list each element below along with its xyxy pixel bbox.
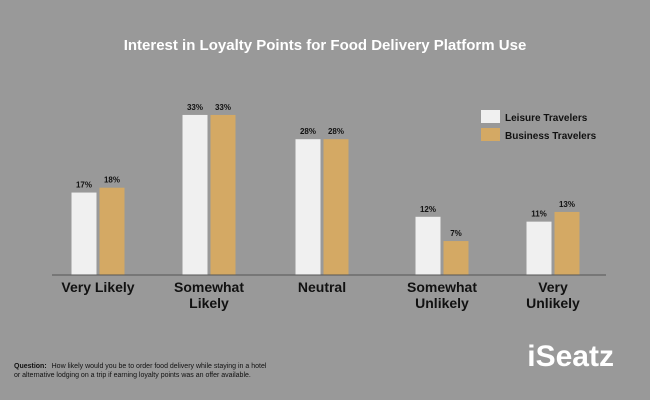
legend: Leisure Travelers Business Travelers [481, 110, 597, 142]
footnote-line-2: or alternative lodging on a trip if earn… [14, 372, 251, 379]
category-label-neutral: Neutral [298, 279, 346, 295]
legend-swatch-leisure [481, 110, 500, 123]
bar-leisure-travelers-somewhat-unlikely [415, 216, 441, 275]
bar-business-travelers-somewhat-unlikely [443, 241, 469, 275]
legend-swatch-business [481, 128, 500, 141]
data-label-leisure-travelers-very-unlikely: 11% [531, 210, 547, 219]
category-label-somewhat-likely-line-1: Somewhat [174, 279, 244, 295]
data-label-leisure-travelers-very-likely: 17% [76, 181, 92, 190]
iseatz-logo: iSeatz [527, 340, 614, 373]
footnote-line-1: How likely would you be to order food de… [52, 363, 267, 370]
data-label-business-travelers-somewhat-unlikely: 7% [450, 229, 462, 238]
bar-business-travelers-very-likely [99, 187, 125, 275]
data-label-business-travelers-neutral: 28% [328, 127, 344, 136]
bar-leisure-travelers-neutral [295, 139, 321, 275]
data-label-business-travelers-very-unlikely: 13% [559, 200, 575, 209]
bar-business-travelers-neutral [323, 139, 349, 275]
category-label-very-unlikely-line-2: Unlikely [526, 295, 580, 311]
data-label-business-travelers-very-likely: 18% [104, 176, 120, 185]
bar-leisure-travelers-very-unlikely [526, 221, 552, 275]
data-label-leisure-travelers-somewhat-unlikely: 12% [420, 205, 436, 214]
bars-group [71, 114, 580, 275]
bar-leisure-travelers-somewhat-likely [182, 114, 208, 275]
category-label-somewhat-unlikely-line-2: Unlikely [415, 295, 469, 311]
bar-business-travelers-somewhat-likely [210, 114, 236, 275]
category-label-somewhat-likely-line-2: Likely [189, 295, 229, 311]
legend-label-leisure: Leisure Travelers [505, 113, 588, 124]
data-labels-group: 17% 18% 33% 33% 28% 28% 12% 7% 11% 13% [76, 103, 575, 238]
bar-business-travelers-very-unlikely [554, 211, 580, 275]
data-label-business-travelers-somewhat-likely: 33% [215, 103, 231, 112]
category-label-somewhat-unlikely-line-1: Somewhat [407, 279, 477, 295]
category-label-very-likely: Very Likely [61, 279, 134, 295]
category-label-very-unlikely-line-1: Very [538, 279, 568, 295]
chart-title: Interest in Loyalty Points for Food Deli… [124, 37, 527, 54]
footnote-label: Question: [14, 363, 47, 370]
data-label-leisure-travelers-neutral: 28% [300, 127, 316, 136]
footnote: Question: How likely would you be to ord… [14, 363, 267, 379]
svg-text:Question: How likely w: Question: How likely would you be to ord… [14, 363, 267, 370]
legend-label-business: Business Travelers [505, 131, 597, 142]
bar-leisure-travelers-very-likely [71, 192, 97, 275]
data-label-leisure-travelers-somewhat-likely: 33% [187, 103, 203, 112]
